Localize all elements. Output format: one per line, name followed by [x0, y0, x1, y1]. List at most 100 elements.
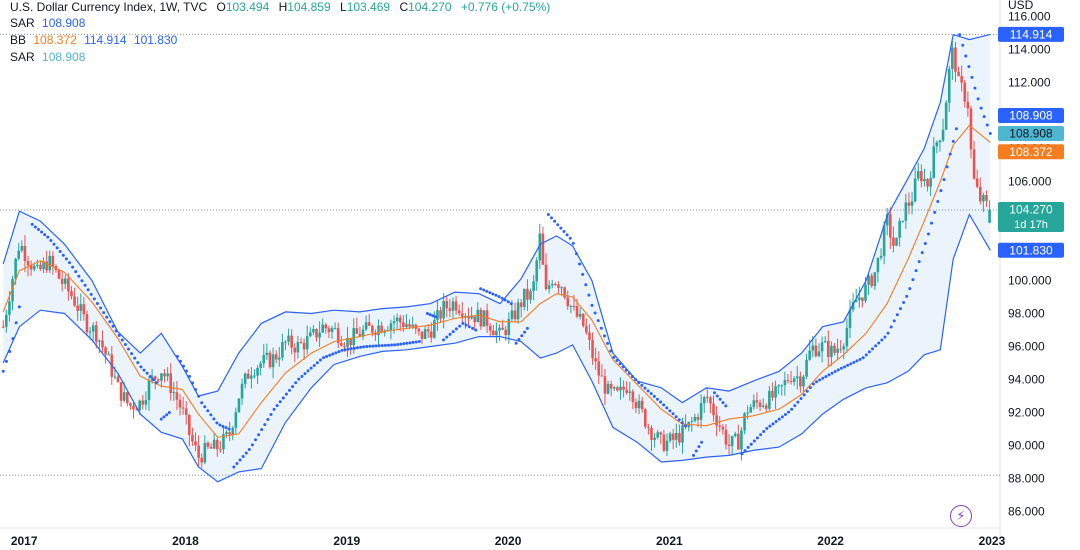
sar-dot-158	[520, 334, 524, 338]
candle-body-308	[957, 71, 960, 77]
price-label-bg-last-price	[998, 202, 1064, 233]
candle-body-271	[842, 346, 846, 350]
candle-body-172	[535, 260, 539, 282]
sar2-label: SAR	[10, 50, 35, 64]
sar-dot-285	[958, 33, 962, 37]
candle-body-9	[29, 265, 33, 270]
candle-body-48	[150, 376, 154, 381]
sar-dot-26	[92, 297, 96, 301]
legend-bb[interactable]: BB 108.372 114.914 101.830	[10, 33, 177, 47]
high-label: H	[278, 0, 288, 14]
close-label: C	[399, 0, 409, 14]
sar-dot-141	[464, 323, 468, 327]
candle-body-173	[538, 233, 542, 261]
sar-dot-14	[55, 246, 59, 250]
candle-body-160	[498, 327, 501, 331]
sar-dot-8	[36, 227, 40, 231]
x-tick-2020: 2020	[495, 534, 522, 548]
price-label-bb-lower: 101.830	[1009, 243, 1053, 257]
sar-dot-205	[683, 424, 687, 428]
candle-body-197	[612, 387, 616, 389]
candle-body-241	[749, 407, 753, 413]
legend-sar1[interactable]: SAR 108.908	[10, 16, 85, 30]
legend-sar2[interactable]: SAR 108.908	[10, 50, 85, 64]
lightning-icon[interactable]: ⚡	[950, 505, 972, 527]
sar-dot-116	[377, 344, 381, 348]
candle-body-287	[892, 237, 895, 246]
candle-body-180	[560, 287, 563, 289]
sar-dot-31	[108, 320, 112, 324]
candle-body-166	[516, 302, 520, 320]
candle-body-313	[972, 149, 976, 179]
candle-body-253	[786, 380, 790, 382]
candle-body-312	[969, 108, 973, 150]
sar-dot-230	[787, 410, 791, 414]
candle-body-144	[448, 308, 452, 311]
candle-body-267	[830, 345, 833, 358]
sar-dot-269	[908, 287, 912, 291]
candle-body-187	[581, 313, 585, 327]
sar-dot-49	[165, 413, 169, 417]
candle-body-6	[20, 246, 24, 251]
sar-dot-172	[581, 272, 585, 276]
candle-body-55	[172, 392, 176, 394]
sar-dot-156	[514, 341, 518, 345]
sar-dot-204	[680, 421, 684, 425]
price-label-sar-blue: 108.908	[1009, 109, 1053, 123]
sar-dot-167	[565, 233, 569, 237]
candle-body-276	[858, 297, 861, 301]
sar-dot-203	[677, 418, 681, 422]
candle-body-170	[529, 290, 532, 300]
sar-dot-155	[509, 302, 513, 306]
sar-dot-70	[235, 461, 239, 465]
sar-dot-62	[209, 413, 213, 417]
y-tick-94.000: 94.000	[1008, 373, 1045, 387]
candle-body-109	[340, 342, 343, 346]
time-axis: 2017 2018 2019 2020 2021 2022 2023	[11, 534, 1006, 548]
price-label-sar-teal: 108.908	[1009, 127, 1053, 141]
candle-body-116	[361, 329, 365, 337]
candle-body-34	[107, 354, 110, 356]
candle-body-96	[299, 341, 303, 343]
sar-dot-106	[346, 347, 350, 351]
sar-dot-191	[640, 383, 644, 387]
sar-dot-100	[328, 353, 332, 357]
candle-body-270	[839, 348, 842, 350]
candle-body-57	[178, 399, 182, 408]
candle-body-71	[222, 433, 225, 450]
candle-body-125	[389, 323, 393, 330]
sar-dot-221	[759, 433, 763, 437]
candle-body-258	[802, 376, 805, 387]
sar-dot-244	[830, 371, 834, 375]
sar-dot-77	[257, 433, 261, 437]
candle-body-232	[721, 426, 725, 430]
candle-body-36	[113, 376, 117, 378]
sar-dot-274	[923, 242, 927, 246]
sar-dot-117	[380, 344, 384, 348]
candle-body-74	[231, 427, 235, 435]
candle-body-0	[1, 326, 5, 328]
sar-dot-88	[291, 385, 295, 389]
sar-dot-188	[631, 374, 635, 378]
candle-body-305	[947, 68, 951, 103]
sar-dot-54	[185, 369, 189, 373]
sar-dot-90	[297, 377, 301, 381]
candle-body-310	[963, 82, 967, 102]
sar-dot-169	[571, 241, 575, 245]
candle-body-140	[436, 310, 439, 321]
sar-dot-254	[861, 356, 865, 360]
sar-dot-267	[902, 300, 906, 304]
sar-dot-13	[52, 242, 56, 246]
sar-dot-198	[662, 403, 666, 407]
candle-body-290	[901, 220, 905, 222]
sar-dot-184	[618, 362, 622, 366]
sar-dot-136	[448, 332, 452, 336]
candle-body-139	[433, 320, 436, 338]
candle-body-31	[98, 340, 101, 342]
sar-dot-36	[123, 342, 127, 346]
sar-dot-180	[606, 341, 610, 345]
sar-dot-51	[175, 354, 179, 358]
candle-body-16	[51, 255, 55, 267]
sar-dot-0	[1, 369, 5, 373]
